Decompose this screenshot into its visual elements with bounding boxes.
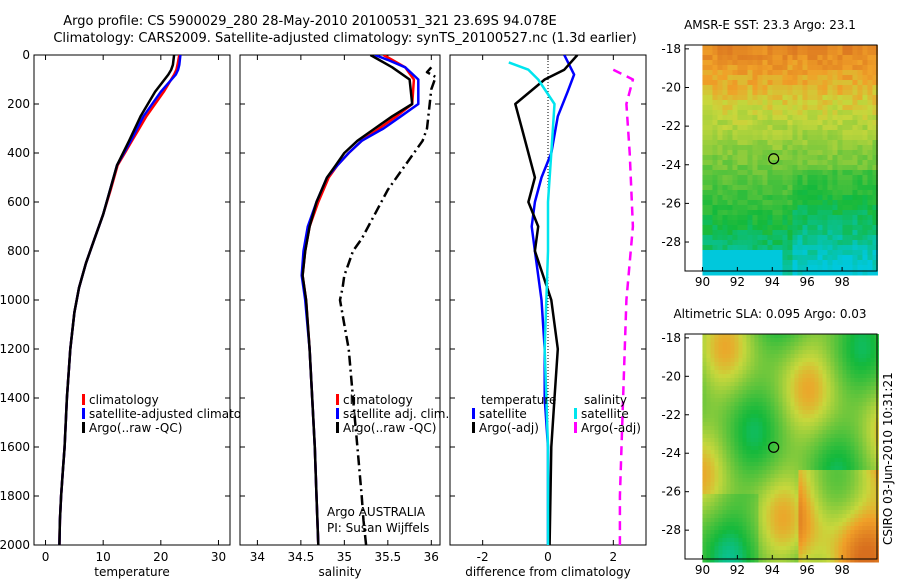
legend-climatology: climatology [89,393,159,407]
sst_map-xtick-label: 92 [730,275,745,289]
difference-xlabel: difference from climatology [465,565,631,579]
credit-line-1: Argo AUSTRALIA [327,505,426,519]
temperature-xlabel: temperature [94,565,169,579]
legend-satellite-adj-swatch [336,408,339,419]
sst_map-xtick-label: 98 [834,275,849,289]
difference-xtick-label: 0 [544,550,552,564]
difference-xtick-label: -2 [477,550,489,564]
sla_map-xtick-label: 98 [834,563,849,577]
sla_map-ytick-label: -20 [661,369,681,383]
sla_map-ytick-label: -28 [661,523,681,537]
legend-satellite-adj: satellite adj. clim. [343,407,449,421]
credit-line-2: PI: Susan Wijffels [327,521,429,535]
ytick-label: 2000 [0,538,30,552]
sst_map-ytick-label: -24 [661,158,681,172]
sla_map-xtick-label: 96 [800,563,815,577]
ytick-label: 600 [7,195,30,209]
sla_map-xtick-label: 94 [765,563,780,577]
sst_map-xtick-label: 96 [800,275,815,289]
sla_map-frame [684,333,878,560]
legend-satellite-adjusted: satellite-adjusted climatology [89,407,267,421]
temperature-xtick-label: 0 [42,550,50,564]
legend-temp-satellite-swatch [472,408,475,419]
salinity-xtick-label: 35 [337,550,352,564]
salinity-xtick-label: 35.5 [374,550,401,564]
sla_map-ytick-label: -26 [661,485,681,499]
salinity-xtick-label: 36 [424,550,439,564]
sst-map-panel: AMSR-E SST: 23.3 Argo: 23.1 90 92 94 96 98 -1… [661,18,878,289]
sla_map-argo-marker [768,441,780,453]
legend-climatology: climatology [343,393,413,407]
ytick-label: 800 [7,244,30,258]
legend-sal-argo: Argo(-adj) [581,421,641,435]
salinity-xlabel: salinity [318,565,361,579]
legend-sal-satellite: satellite [581,407,629,421]
sla_map-ytick-label: -22 [661,408,681,422]
legend-argo: Argo(..raw -QC) [343,421,436,435]
sla-map-panel: Altimetric SLA: 0.095 Argo: 0.03 90 92 94 9… [661,307,879,577]
temperature-xtick-label: 20 [153,550,168,564]
ytick-label: 200 [7,97,30,111]
legend-argo-swatch [336,422,339,433]
difference-series-2 [508,61,556,545]
difference-xtick-label: 2 [610,550,618,564]
sla_map-xtick-label: 90 [695,563,710,577]
sla_map-xtick-label: 92 [730,563,745,577]
sst_map-frame [684,44,878,272]
sst-map-title: AMSR-E SST: 23.3 Argo: 23.1 [684,18,856,32]
temperature-xtick-label: 30 [211,550,226,564]
ytick-label: 1400 [0,391,30,405]
side-timestamp: CSIRO 03-Jun-2010 10:31:21 [881,372,895,545]
sst_map-ytick-label: -20 [661,80,681,94]
salinity-panel: 34 34.5 35 35.5 36 salinity climatologysatelli… [239,54,449,579]
legend-temperature-heading: temperature [481,393,556,407]
salinity-xtick-label: 34 [250,550,265,564]
legend-temp-satellite: satellite [479,407,527,421]
title-line-1: Argo profile: CS 5900029_280 28-May-2010… [63,14,556,29]
temperature-series-2 [58,55,176,545]
sla_map-field [702,334,879,563]
sst_map-xtick-label: 90 [695,275,710,289]
ytick-label: 1800 [0,489,30,503]
ytick-label: 0 [22,48,30,62]
salinity-xtick-label: 34.5 [288,550,315,564]
ytick-label: 1000 [0,293,30,307]
ytick-label: 400 [7,146,30,160]
legend-satellite-adjusted-swatch [82,408,85,419]
ytick-label: 1600 [0,440,30,454]
legend-sal-satellite-swatch [574,408,577,419]
temperature-xtick-label: 10 [96,550,111,564]
legend-sal-argo-swatch [574,422,577,433]
difference-series-1 [514,55,579,545]
legend-argo: Argo(..raw -QC) [89,421,182,435]
legend-climatology-swatch [336,394,339,405]
sla_map-ytick-label: -24 [661,446,681,460]
sla_map-ytick-label: -18 [661,331,681,345]
sst_map-ytick-label: -18 [661,42,681,56]
sla-map-title: Altimetric SLA: 0.095 Argo: 0.03 [673,307,866,321]
sst_map-ytick-label: -26 [661,196,681,210]
ytick-label: 1200 [0,342,30,356]
sst_map-argo-marker [768,153,780,165]
legend-salinity-heading: salinity [584,393,627,407]
sst_map-field [702,45,878,276]
difference-series-3 [612,68,635,545]
sst_map-xtick-label: 94 [765,275,780,289]
sst_map-ytick-label: -28 [661,235,681,249]
title-line-2: Climatology: CARS2009. Satellite-adjuste… [53,31,636,46]
legend-temp-argo: Argo(-adj) [479,421,539,435]
salinity-series-2 [301,55,414,545]
legend-argo-swatch [82,422,85,433]
legend-temp-argo-swatch [472,422,475,433]
sst_map-ytick-label: -22 [661,119,681,133]
temperature-panel: 0 10 20 30 temperature 0 200 400 600 800 1000 1200 1… [0,48,267,579]
legend-climatology-swatch [82,394,85,405]
salinity-series-3 [338,66,437,545]
